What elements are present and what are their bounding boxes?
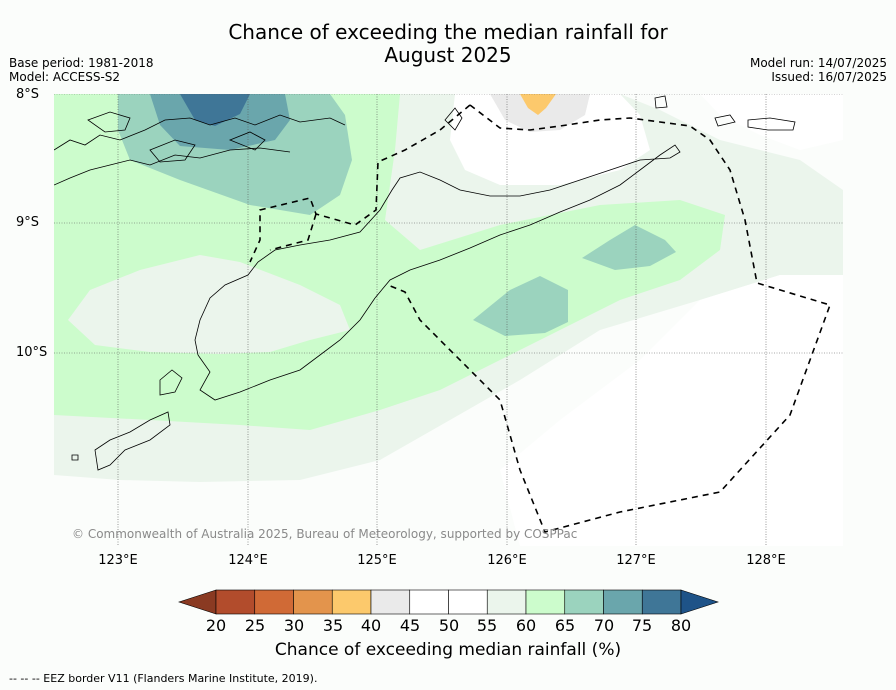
colorbar-tick: 20 <box>205 616 227 635</box>
lon-label-123e: 123°E <box>98 553 138 568</box>
colorbar-tick: 65 <box>554 616 576 635</box>
colorbar-segment <box>215 589 256 615</box>
colorbar-arrow-high <box>680 589 719 615</box>
colorbar-tick: 40 <box>360 616 382 635</box>
lon-label-128e: 128°E <box>746 553 786 568</box>
lat-label-8s: 8°S <box>16 87 40 102</box>
contour-55-60-west <box>68 255 350 354</box>
contour-65-70-east <box>582 225 676 270</box>
eez-legend-note: -- -- -- EEZ border V11 (Flanders Marine… <box>9 672 318 685</box>
colorbar-segment <box>564 589 604 615</box>
model-run: Model run: 14/07/2025 <box>749 56 887 70</box>
map-title-line1: Chance of exceeding the median rainfall … <box>228 20 668 44</box>
contour-65-70-central <box>473 276 568 336</box>
colorbar-tick: 55 <box>476 616 498 635</box>
lon-label-124e: 124°E <box>228 553 268 568</box>
colorbar-segment <box>641 589 682 615</box>
colorbar-tick: 25 <box>244 616 266 635</box>
contour-45-55-north <box>450 94 650 185</box>
contour-75-80-north <box>180 94 250 126</box>
contour-35-40-north <box>520 94 556 115</box>
colorbar-tick: 75 <box>631 616 653 635</box>
colorbar-segment <box>486 589 527 615</box>
colorbar-segment <box>254 589 294 615</box>
colorbar-segment <box>331 589 372 615</box>
lat-label-9s: 9°S <box>16 215 40 230</box>
meta-left: Base period: 1981-2018 Model: ACCESS-S2 <box>9 56 154 84</box>
colorbar-tick: 30 <box>283 616 305 635</box>
base-period: Base period: 1981-2018 <box>9 56 154 70</box>
graticule <box>54 94 843 546</box>
model-name: Model: ACCESS-S2 <box>9 70 121 84</box>
colorbar-tick: 35 <box>322 616 344 635</box>
colorbar-segment <box>603 589 643 615</box>
colorbar-segment <box>370 589 411 615</box>
meta-right: Model run: 14/07/2025 Issued: 16/07/2025 <box>750 56 887 84</box>
colorbar-tick: 70 <box>593 616 615 635</box>
colorbar-segment <box>293 589 333 615</box>
colorbar-tick: 50 <box>438 616 460 635</box>
colorbar-label: Chance of exceeding median rainfall (%) <box>274 640 622 660</box>
colorbar-arrow-low <box>178 589 217 615</box>
lon-label-127e: 127°E <box>616 553 656 568</box>
contour-45-55-south <box>500 275 843 546</box>
colorbar-segment <box>448 589 488 615</box>
contour-45-55-northeast <box>700 94 843 150</box>
lat-label-10s: 10°S <box>16 345 48 360</box>
colorbar <box>178 589 719 615</box>
map-title-line2: August 2025 <box>384 43 512 67</box>
colorbar-tick: 60 <box>515 616 537 635</box>
colorbar-tick: 45 <box>399 616 421 635</box>
colorbar-segment <box>409 589 449 615</box>
map-area <box>54 94 843 546</box>
eez-borders <box>249 104 832 533</box>
colorbar-segment <box>525 589 566 615</box>
lon-label-125e: 125°E <box>357 553 397 568</box>
coastlines <box>54 95 796 471</box>
copyright-notice: © Commonwealth of Australia 2025, Bureau… <box>72 527 578 541</box>
issued-date: Issued: 16/07/2025 <box>771 70 887 84</box>
lon-label-126e: 126°E <box>487 553 527 568</box>
colorbar-tick: 80 <box>670 616 692 635</box>
